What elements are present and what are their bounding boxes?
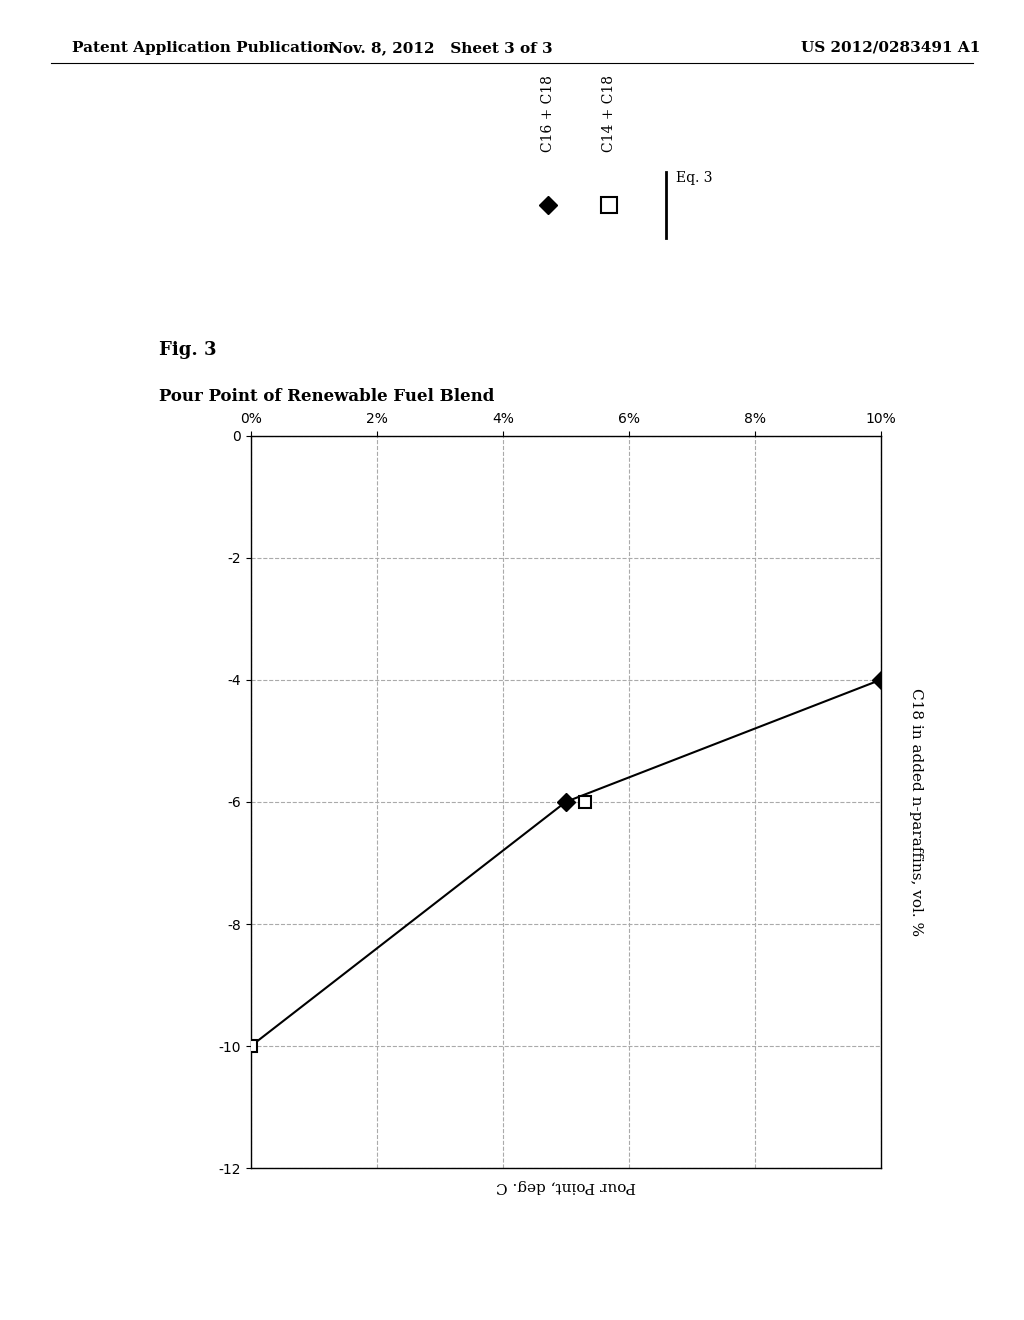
X-axis label: Pour Point, deg. C: Pour Point, deg. C <box>496 1179 636 1193</box>
Text: Eq. 3: Eq. 3 <box>676 172 713 185</box>
Text: Nov. 8, 2012   Sheet 3 of 3: Nov. 8, 2012 Sheet 3 of 3 <box>329 41 552 55</box>
Text: C16 + C18: C16 + C18 <box>541 75 555 152</box>
Text: US 2012/0283491 A1: US 2012/0283491 A1 <box>801 41 981 55</box>
Text: Fig. 3: Fig. 3 <box>159 341 216 359</box>
Text: Patent Application Publication: Patent Application Publication <box>72 41 334 55</box>
Text: Pour Point of Renewable Fuel Blend: Pour Point of Renewable Fuel Blend <box>159 388 495 404</box>
Text: C14 + C18: C14 + C18 <box>602 75 616 152</box>
Text: C18 in added n-paraffins, vol. %: C18 in added n-paraffins, vol. % <box>909 688 924 936</box>
